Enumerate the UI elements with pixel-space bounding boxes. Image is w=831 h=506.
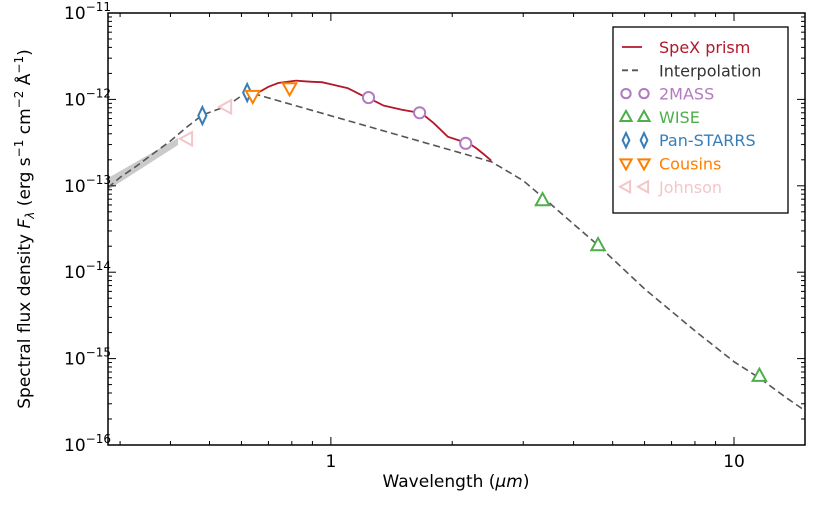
wise-point [750,366,768,382]
legend-swatch-2mass [638,87,650,100]
legend-label-interpolation: Interpolation [659,61,761,80]
x-tick-labels: 1 10 [325,452,744,472]
legend-swatch-cousins [636,158,652,172]
legend-label-spex-prism: SpeX prism [659,38,750,57]
legend-swatch-2mass [620,87,632,100]
johnson-point [216,98,233,116]
y-tick-label: 10−16 [64,432,111,456]
legend-swatch-johnson [635,179,650,195]
legend-label-pan-starrs: Pan-STARRS [659,131,756,150]
plot-frame [107,12,806,446]
y-tick-labels: 10−11 10−12 10−13 10−14 10−15 10−16 [64,0,111,456]
wise-point [534,191,551,207]
legend-swatch-wise [618,108,634,123]
legend-swatch-wise [636,108,652,123]
legend-label-2mass: 2MASS [659,85,714,104]
2mass-point [413,106,427,120]
marker-layer [177,81,768,382]
pan-starrs-point [197,104,208,127]
legend-swatch-pan-starrs [621,130,631,150]
legend-label-wise: WISE [659,108,700,127]
y-tick-label: 10−15 [64,346,111,370]
wise-point [589,236,607,252]
interpolation-line [107,91,806,412]
legend-label-johnson: Johnson [658,178,722,197]
cousins-point [281,82,299,98]
legend: SpeX prism Interpolation 2MASS WISE Pan-STAR… [612,26,789,214]
y-tick-label: 10−12 [64,86,111,110]
legend-box [612,26,789,214]
uncertainty-band [108,138,178,190]
2mass-point [361,90,376,105]
legend-swatch-pan-starrs [639,130,649,150]
legend-swatch-johnson [617,179,632,195]
legend-label-cousins: Cousins [659,155,721,174]
y-axis-title: Spectral flux density Fλ (erg s−1 cm−2 Å… [12,49,37,409]
x-axis-title: Wavelength (μm) [383,472,530,492]
johnson-point [177,130,194,148]
y-tick-label: 10−13 [64,173,111,197]
2mass-point [459,136,473,150]
y-tick-label: 10−14 [64,259,111,283]
legend-swatch-cousins [618,158,634,172]
x-tick-label: 10 [723,452,745,472]
cousins-point [244,89,262,106]
x-tick-label: 1 [325,452,336,472]
y-tick-label: 10−11 [64,0,111,24]
